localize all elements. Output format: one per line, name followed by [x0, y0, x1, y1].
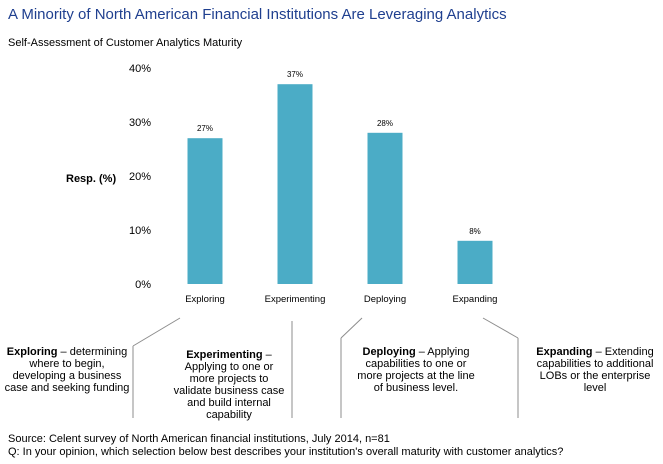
y-tick-label: 20%	[129, 171, 151, 183]
x-tick-label: Expanding	[453, 294, 498, 305]
y-tick-label: 0%	[135, 279, 151, 291]
description-text: – determining where to begin, developing…	[4, 346, 130, 394]
bar	[277, 84, 313, 284]
data-label: 28%	[377, 119, 393, 128]
question-line: Q: In your opinion, which selection belo…	[8, 446, 564, 458]
connector-line	[482, 317, 519, 339]
description-exploring: Exploring – determining where to begin, …	[4, 346, 130, 394]
description-text: – Extending capabilities to additional L…	[536, 346, 654, 394]
bar	[367, 132, 403, 284]
y-tick-label: 10%	[129, 225, 151, 237]
description-term: Expanding	[536, 346, 593, 358]
description-text: – Applying to one or more projects to va…	[173, 349, 285, 421]
description-term: Deploying	[362, 346, 416, 358]
description-term: Experimenting	[186, 349, 263, 361]
data-label: 27%	[197, 124, 213, 133]
source-line: Source: Celent survey of North American …	[8, 433, 390, 445]
description-term: Exploring	[6, 346, 58, 358]
data-label: 37%	[287, 70, 303, 79]
description-experimenting: Experimenting – Applying to one or more …	[171, 349, 287, 421]
description-deploying: Deploying – Applying capabilities to one…	[352, 346, 480, 394]
connector-line	[132, 317, 181, 347]
y-tick-label: 30%	[129, 117, 151, 129]
description-text: – Applying capabilities to one or more p…	[357, 346, 475, 394]
y-axis-label: Resp. (%)	[66, 173, 116, 185]
bar	[187, 138, 223, 284]
y-tick-label: 40%	[129, 63, 151, 75]
bar	[457, 240, 493, 284]
description-expanding: Expanding – Extending capabilities to ad…	[530, 346, 660, 394]
data-label: 8%	[469, 227, 481, 236]
chart-title: A Minority of North American Financial I…	[8, 6, 507, 23]
connector-line	[340, 317, 363, 339]
source-note: Source: Celent survey of North American …	[8, 433, 563, 459]
x-tick-label: Deploying	[364, 294, 406, 305]
chart-subtitle: Self-Assessment of Customer Analytics Ma…	[8, 37, 243, 49]
x-tick-label: Experimenting	[265, 294, 326, 305]
x-tick-label: Exploring	[185, 294, 225, 305]
